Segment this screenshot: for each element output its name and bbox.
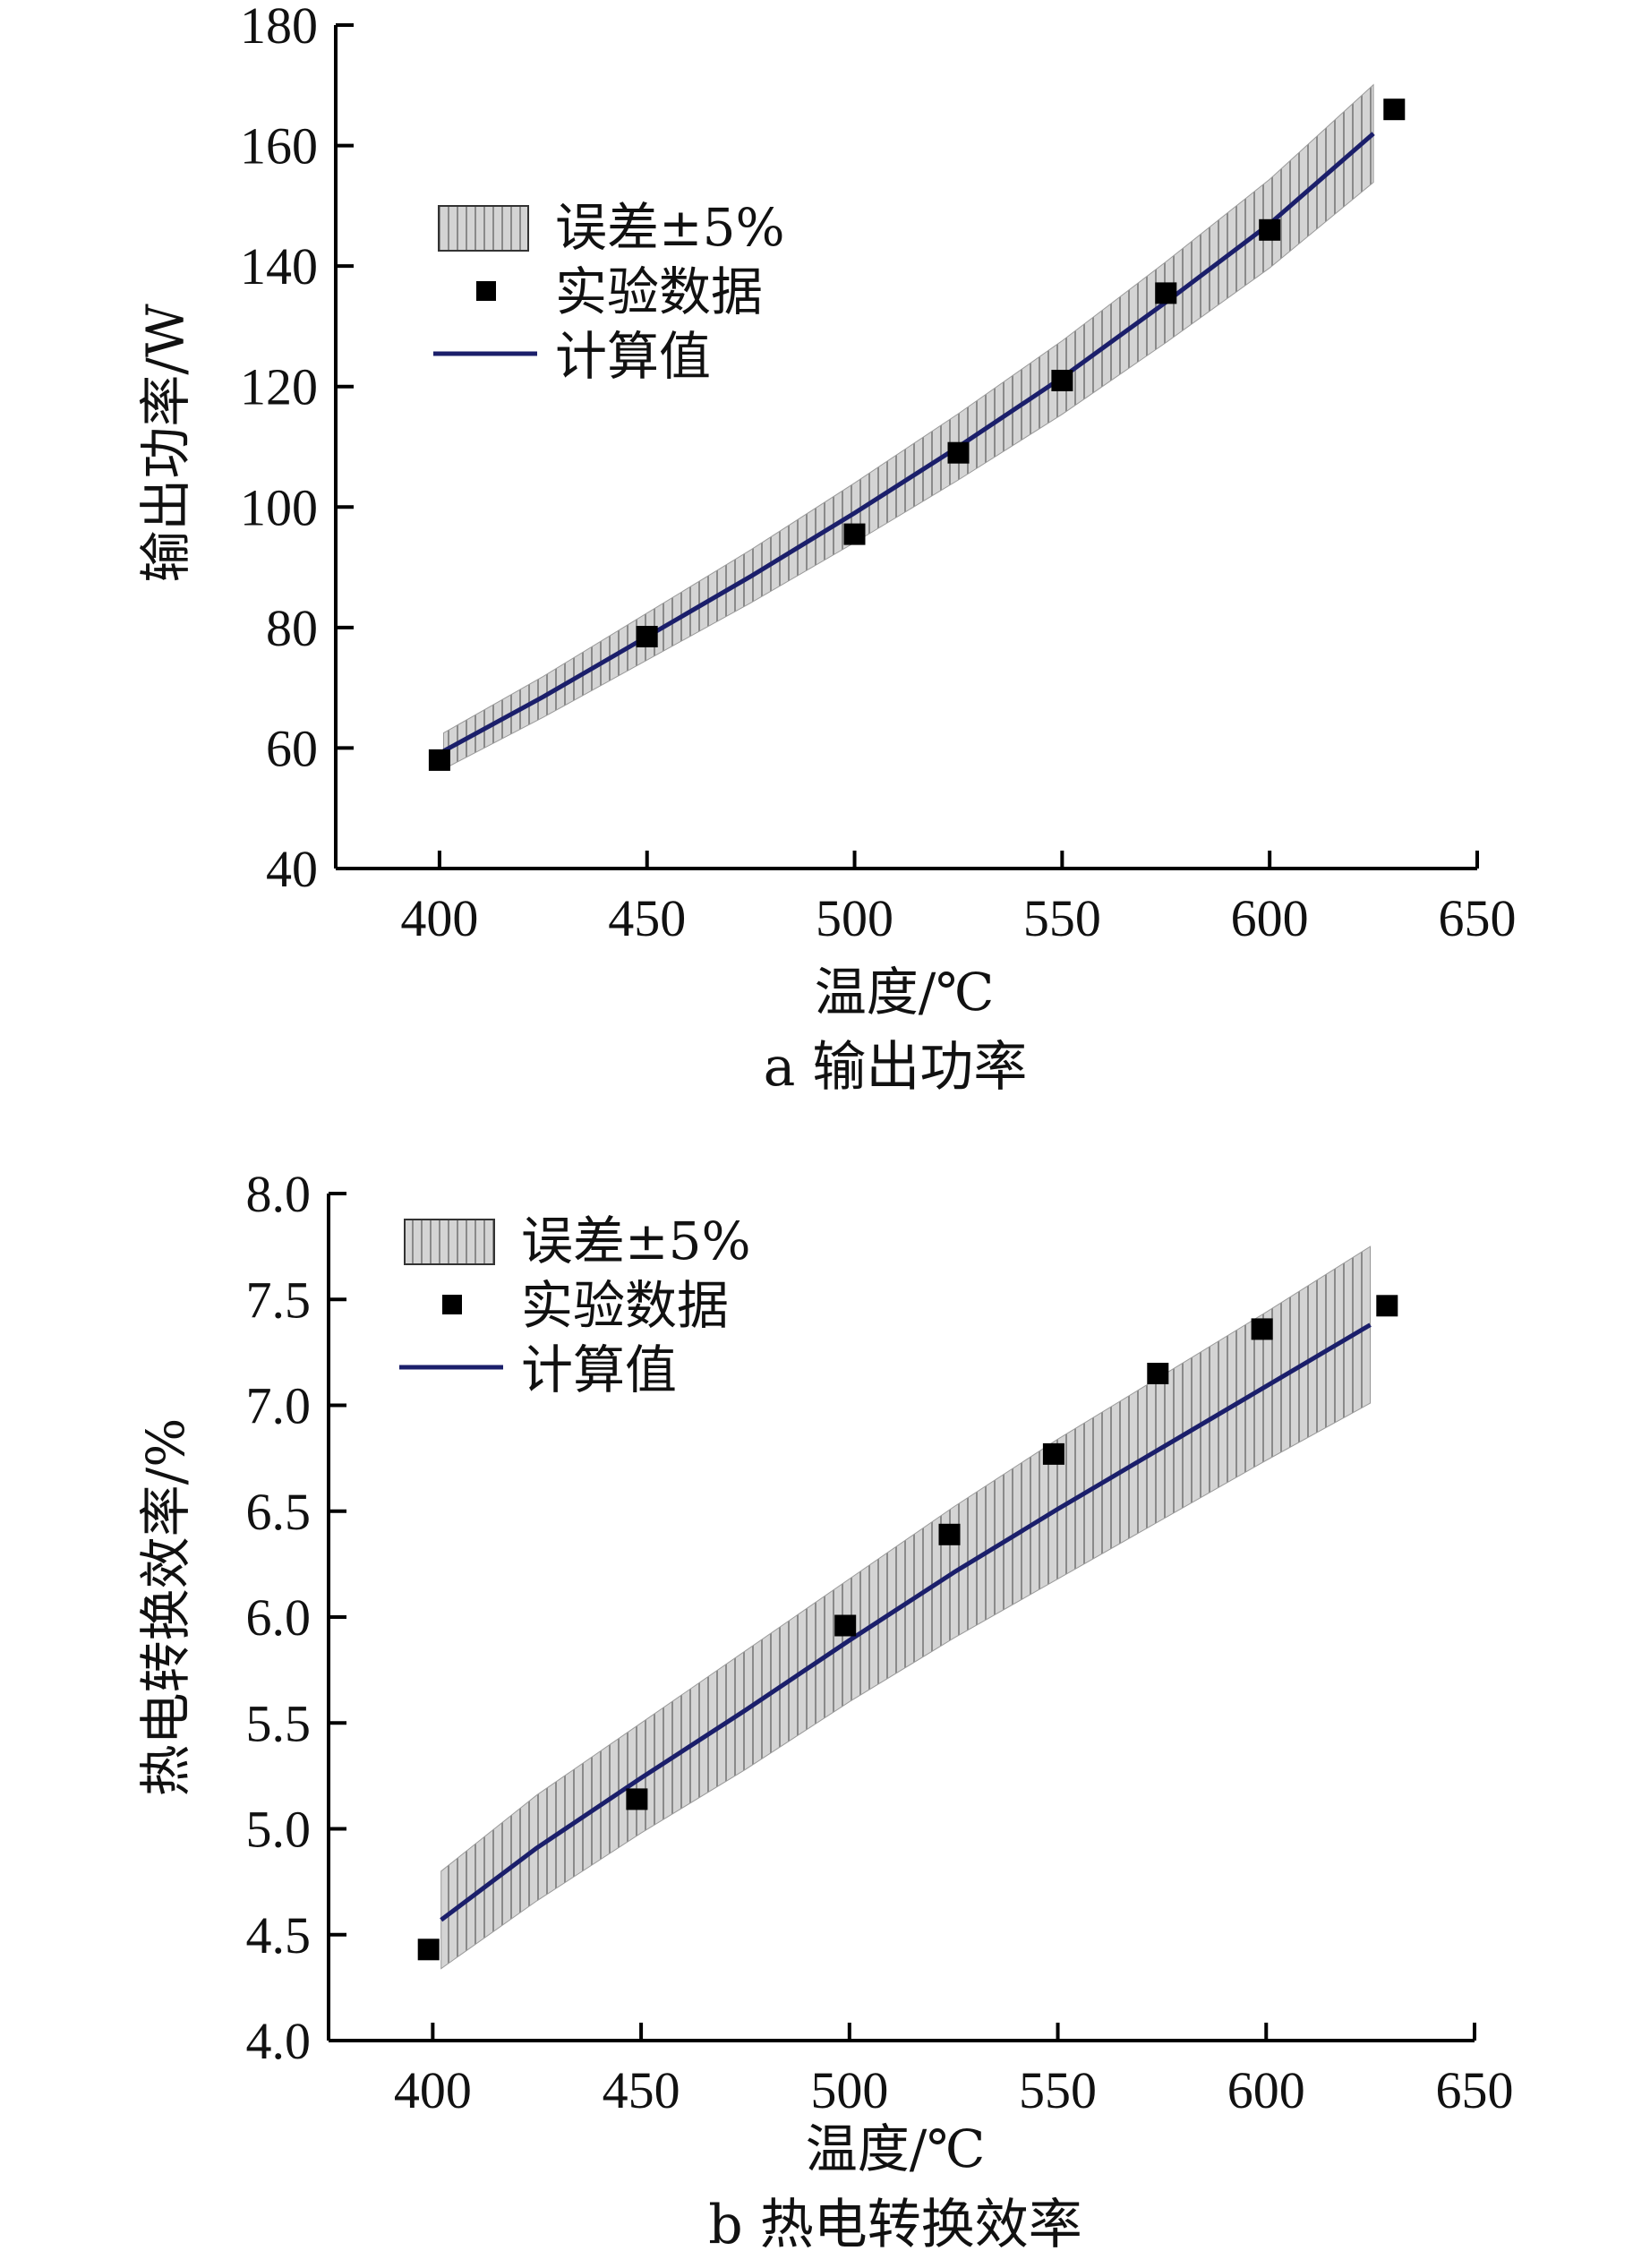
chart-b-y-tick-label: 5.0 [246,1801,312,1859]
chart-b-x-tick-label: 650 [1436,2061,1514,2119]
chart-a-x-tick-label: 400 [400,889,478,947]
chart-a-legend-line-label: 计算值 [555,326,711,387]
chart-b-data-point [1376,1295,1398,1317]
chart-a-legend-marker-swatch [476,281,496,301]
chart-b-x-tick-label: 500 [810,2061,888,2119]
chart-a-xlabel: 温度/℃ [815,962,994,1023]
chart-a-y-tick-label: 100 [240,478,318,536]
chart-a-y-tick-label: 60 [266,719,318,777]
chart-b-conversion-efficiency: 4.0 4.5 5.0 5.5 6.0 6.5 7.0 7.5 8.0 400 450 500 550 6… [135,1165,1514,2256]
chart-b-ticks: 4.0 4.5 5.0 5.5 6.0 6.5 7.0 7.5 8.0 400 450 500 550 6… [246,1165,1514,2119]
chart-a-data-point [428,749,450,771]
chart-a-data-point [636,626,658,647]
chart-a-data-point [1155,282,1177,304]
chart-a-data-point [1383,98,1406,121]
chart-b-marker-layer [417,1295,1398,1961]
chart-a-marker-layer [428,98,1406,771]
chart-a-y-tick-label: 160 [240,117,318,175]
chart-a-axes [334,25,1477,870]
chart-b-data-point [1147,1363,1169,1384]
chart-b-xlabel: 温度/℃ [806,2118,985,2179]
chart-b-legend-band-label: 误差±5% [521,1211,751,1271]
chart-a-data-point [843,523,866,545]
chart-a-caption: a 输出功率 [764,1036,1028,1099]
chart-a-x-tick-label: 500 [816,889,893,947]
chart-b-x-tick-label: 600 [1227,2061,1305,2119]
chart-a-calc-line [442,132,1375,753]
chart-b-y-tick-label: 6.0 [246,1588,312,1647]
chart-a-x-tick-label: 650 [1439,889,1517,947]
chart-b-legend-marker-label: 实验数据 [521,1275,729,1336]
chart-b-band-layer [440,1245,1372,1970]
chart-a-data-point [1051,370,1073,391]
chart-a-ticks: 40 60 80 100 120 140 160 180 400 450 500 550 600 650 [240,0,1517,947]
chart-a-data-point [947,441,970,464]
chart-b-data-point [834,1614,857,1637]
chart-b-data-point [626,1788,648,1810]
chart-a-line-layer [442,132,1375,753]
chart-a-legend: 误差±5% 实验数据 计算值 [433,197,785,387]
chart-b-line-layer [440,1322,1372,1922]
chart-a-x-tick-label: 600 [1231,889,1309,947]
chart-b-legend-band-swatch [404,1219,495,1265]
chart-a-ylabel: 输出功率/W [135,304,196,583]
chart-b-x-tick-label: 450 [603,2061,680,2119]
chart-b-y-tick-label: 6.5 [246,1483,312,1541]
chart-a-legend-marker-label: 实验数据 [555,261,763,322]
chart-b-y-tick-label: 5.5 [246,1694,312,1752]
chart-a-x-tick-label: 550 [1023,889,1101,947]
chart-a-error-band [443,83,1374,770]
chart-b-calc-line [440,1322,1372,1922]
chart-b-y-tick-label: 7.5 [246,1271,312,1329]
chart-a-y-tick-label: 40 [266,840,318,898]
chart-b-x-tick-label: 400 [394,2061,472,2119]
chart-b-data-point [938,1523,961,1545]
chart-a-data-point [1259,218,1281,241]
chart-a-y-tick-label: 80 [266,599,318,657]
chart-a-legend-band-swatch [438,205,529,252]
chart-a-y-tick-label: 180 [240,0,318,55]
chart-a-y-tick-label: 140 [240,237,318,295]
chart-b-error-band [440,1245,1372,1970]
chart-b-legend: 误差±5% 实验数据 计算值 [399,1211,751,1400]
chart-b-data-point [417,1938,440,1961]
chart-a-band-layer [443,83,1374,770]
chart-a-y-tick-label: 120 [240,358,318,416]
chart-b-y-tick-label: 7.0 [246,1377,312,1435]
chart-b-y-tick-label: 4.0 [246,2012,312,2070]
chart-b-x-tick-label: 550 [1019,2061,1097,2119]
chart-b-data-point [1042,1442,1064,1465]
chart-a-legend-band-label: 误差±5% [555,197,785,258]
chart-b-y-tick-label: 8.0 [246,1165,312,1223]
chart-b-y-tick-label: 4.5 [246,1906,312,1964]
chart-b-data-point [1251,1318,1273,1340]
chart-b-legend-line-label: 计算值 [521,1339,677,1400]
chart-b-caption: b 热电转换效率 [708,2194,1081,2256]
chart-a-x-tick-label: 450 [608,889,686,947]
chart-b-ylabel: 热电转换效率/% [135,1418,196,1797]
chart-b-legend-marker-swatch [442,1295,462,1314]
